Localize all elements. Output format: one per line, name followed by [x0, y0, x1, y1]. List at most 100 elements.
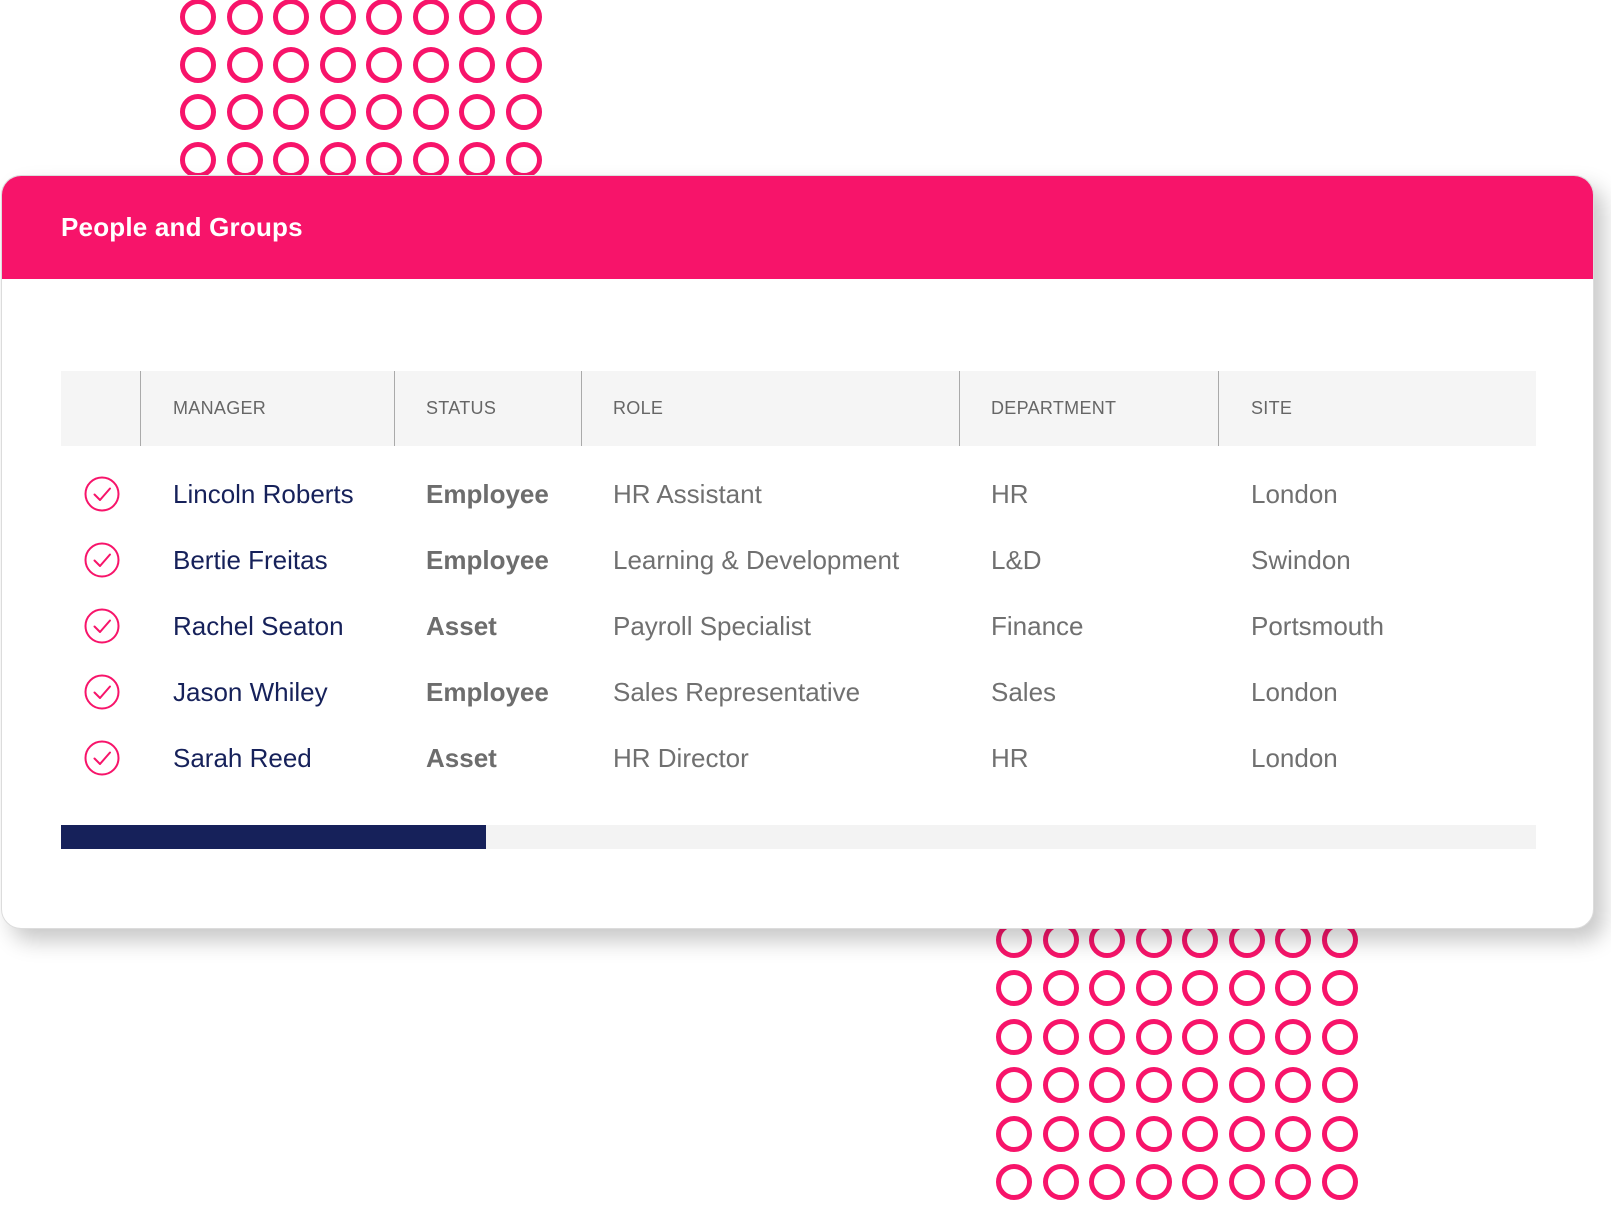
check-circle-icon[interactable]: [84, 674, 120, 710]
cell-department: L&D: [991, 544, 1042, 575]
ring-dot-icon: [1275, 1115, 1311, 1152]
ring-dot-icon: [1321, 1115, 1358, 1152]
ring-dot-icon: [366, 0, 402, 35]
ring-dot-icon: [1182, 1163, 1218, 1200]
cell-department: Sales: [991, 676, 1057, 707]
column-header-manager[interactable]: MANAGER: [173, 398, 267, 418]
ring-dot-icon: [1275, 1163, 1311, 1200]
ring-dot-icon: [996, 1115, 1032, 1152]
table-row[interactable]: Sarah Reed Asset HR Director HR London: [61, 725, 1536, 791]
check-circle-icon[interactable]: [84, 542, 120, 578]
cell-role: Learning & Development: [613, 544, 900, 575]
ring-dot-icon: [273, 141, 309, 178]
cell-site: Swindon: [1251, 544, 1351, 575]
ring-dot-icon: [1089, 1018, 1125, 1055]
table-body: Lincoln Roberts Employee HR Assistant HR…: [61, 446, 1536, 791]
decorative-dot-grid-bottom: [996, 922, 1372, 1212]
ring-dot-icon: [1042, 1115, 1079, 1152]
ring-dot-icon: [1182, 1018, 1218, 1055]
cell-role: HR Assistant: [613, 478, 762, 509]
ring-dot-icon: [319, 94, 356, 130]
ring-dot-icon: [180, 94, 216, 130]
ring-dot-icon: [1042, 1163, 1079, 1200]
ring-dot-icon: [1275, 1018, 1311, 1055]
ring-dot-icon: [1089, 1163, 1125, 1200]
cell-manager: Jason Whiley: [173, 676, 328, 707]
ring-dot-icon: [226, 94, 263, 130]
ring-dot-icon: [319, 46, 356, 83]
ring-dot-icon: [505, 94, 542, 130]
column-header-role[interactable]: ROLE: [613, 398, 664, 418]
ring-dot-icon: [505, 46, 542, 83]
ring-dot-icon: [996, 970, 1032, 1007]
ring-dot-icon: [273, 46, 309, 83]
column-divider: [140, 371, 141, 446]
ring-dot-icon: [273, 0, 309, 35]
ring-dot-icon: [1182, 970, 1218, 1007]
cell-department: HR: [991, 742, 1029, 773]
cell-site: London: [1251, 742, 1338, 773]
card-title: People and Groups: [61, 212, 303, 242]
column-header-department[interactable]: DEPARTMENT: [991, 398, 1117, 418]
ring-dot-icon: [1135, 1163, 1172, 1200]
ring-dot-icon: [1135, 1018, 1172, 1055]
ring-dot-icon: [180, 46, 216, 83]
ring-dot-icon: [996, 1067, 1032, 1104]
cell-department: HR: [991, 478, 1029, 509]
ring-dot-icon: [996, 1018, 1032, 1055]
column-divider: [959, 371, 960, 446]
ring-dot-icon: [1089, 1067, 1125, 1104]
cell-role: HR Director: [613, 742, 749, 773]
cell-manager: Lincoln Roberts: [173, 478, 354, 509]
ring-dot-icon: [1321, 970, 1358, 1007]
ring-dot-icon: [996, 1163, 1032, 1200]
ring-dot-icon: [1321, 1067, 1358, 1104]
ring-dot-icon: [1228, 1163, 1265, 1200]
column-divider: [1218, 371, 1219, 446]
ring-dot-icon: [412, 0, 449, 35]
column-divider: [581, 371, 582, 446]
ring-dot-icon: [1042, 1018, 1079, 1055]
ring-dot-icon: [1182, 1115, 1218, 1152]
cell-status: Asset: [426, 610, 497, 641]
check-circle-icon[interactable]: [84, 476, 120, 512]
table-row[interactable]: Jason Whiley Employee Sales Representati…: [61, 659, 1536, 725]
ring-dot-icon: [273, 94, 309, 130]
table-row[interactable]: Lincoln Roberts Employee HR Assistant HR…: [61, 461, 1536, 527]
ring-dot-icon: [319, 141, 356, 178]
ring-dot-icon: [412, 141, 449, 178]
table-row[interactable]: Rachel Seaton Asset Payroll Specialist F…: [61, 593, 1536, 659]
people-table: MANAGER STATUS ROLE DEPARTMENT SITE Linc…: [61, 371, 1536, 791]
ring-dot-icon: [1275, 1067, 1311, 1104]
ring-dot-icon: [1321, 1018, 1358, 1055]
table-header: MANAGER STATUS ROLE DEPARTMENT SITE: [61, 371, 1536, 446]
ring-dot-icon: [1135, 1115, 1172, 1152]
ring-dot-icon: [1228, 1115, 1265, 1152]
column-divider: [394, 371, 395, 446]
cell-manager: Sarah Reed: [173, 742, 312, 773]
ring-dot-icon: [459, 0, 495, 35]
column-header-site[interactable]: SITE: [1251, 398, 1293, 418]
ring-dot-icon: [366, 94, 402, 130]
check-circle-icon[interactable]: [84, 740, 120, 776]
cell-status: Employee: [426, 676, 549, 707]
ring-dot-icon: [1042, 970, 1079, 1007]
ring-dot-icon: [1135, 970, 1172, 1007]
cell-site: London: [1251, 478, 1338, 509]
ring-dot-icon: [1089, 970, 1125, 1007]
check-circle-icon[interactable]: [84, 608, 120, 644]
scrollbar-thumb[interactable]: [61, 825, 486, 849]
cell-status: Employee: [426, 478, 549, 509]
ring-dot-icon: [459, 46, 495, 83]
column-header-status[interactable]: STATUS: [426, 398, 497, 418]
horizontal-scrollbar[interactable]: [61, 825, 1536, 849]
cell-manager: Bertie Freitas: [173, 544, 328, 575]
ring-dot-icon: [459, 141, 495, 178]
ring-dot-icon: [226, 141, 263, 178]
ring-dot-icon: [1228, 1067, 1265, 1104]
table-row[interactable]: Bertie Freitas Employee Learning & Devel…: [61, 527, 1536, 593]
ring-dot-icon: [366, 141, 402, 178]
ring-dot-icon: [319, 0, 356, 35]
cell-status: Employee: [426, 544, 549, 575]
cell-site: Portsmouth: [1251, 610, 1384, 641]
